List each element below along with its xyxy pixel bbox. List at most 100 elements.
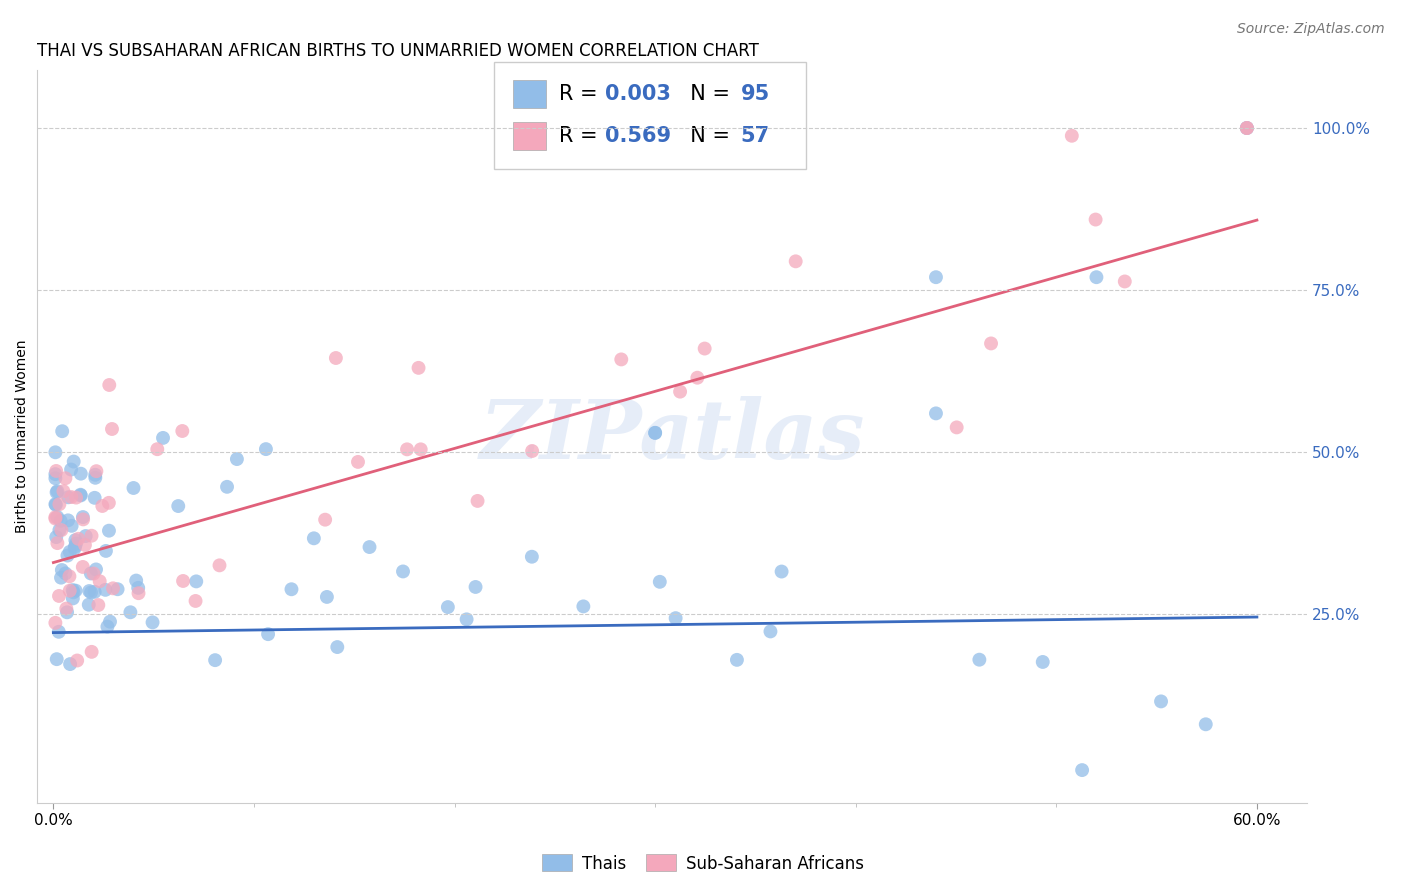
FancyBboxPatch shape (513, 79, 547, 108)
Point (62, 585, 84, 599)
Point (1060, 128, 1083, 143)
Point (725, 653, 748, 667)
Point (225, 452, 247, 467)
Point (58, 490, 80, 504)
Point (60, 490, 83, 504)
Point (80, 645, 103, 659)
Point (73, 538, 96, 552)
Point (62, 454, 84, 468)
Point (437, 600, 460, 615)
Point (1084, 212, 1107, 227)
Point (120, 605, 142, 619)
Point (62, 583, 84, 598)
Point (347, 455, 370, 469)
Point (45, 485, 67, 500)
Point (80, 585, 103, 599)
Text: Source: ZipAtlas.com: Source: ZipAtlas.com (1237, 22, 1385, 37)
Point (204, 653, 226, 667)
Point (84, 562, 107, 576)
Point (665, 611, 688, 625)
Point (48, 497, 70, 511)
Point (66, 653, 89, 667)
Point (925, 270, 948, 285)
Point (44, 467, 66, 482)
Point (46, 536, 69, 550)
Point (1195, 717, 1218, 731)
Point (520, 444, 543, 458)
Point (172, 574, 194, 588)
Point (80, 566, 103, 581)
Point (91, 499, 114, 513)
Point (51, 563, 73, 577)
Point (83, 584, 105, 599)
Point (59, 583, 82, 598)
Point (101, 422, 124, 436)
Point (59, 545, 82, 559)
Point (97, 496, 120, 510)
Point (186, 574, 208, 589)
Point (1032, 655, 1054, 669)
Point (45, 530, 67, 544)
Point (785, 254, 807, 268)
Point (326, 640, 349, 654)
Point (98, 378, 121, 392)
FancyBboxPatch shape (513, 122, 547, 150)
Point (55, 471, 77, 485)
Point (325, 351, 347, 365)
Point (464, 580, 486, 594)
Point (101, 582, 124, 596)
Point (396, 442, 419, 457)
Point (125, 574, 148, 588)
Text: ZIPatlas: ZIPatlas (479, 396, 865, 476)
Point (83, 566, 105, 581)
Point (980, 336, 1002, 351)
Point (280, 582, 302, 597)
Point (58, 569, 80, 583)
Point (59, 657, 82, 671)
Text: N =: N = (678, 84, 737, 103)
Point (55, 566, 77, 581)
Point (122, 481, 145, 495)
Point (572, 599, 595, 614)
Point (141, 615, 163, 630)
Point (63, 540, 86, 554)
Point (48, 589, 70, 603)
Point (72, 510, 94, 524)
Point (72, 560, 94, 574)
Point (184, 594, 207, 608)
Point (84, 467, 107, 482)
Point (1236, 121, 1258, 136)
Text: 57: 57 (741, 126, 770, 146)
Point (84, 471, 107, 485)
Text: 95: 95 (741, 84, 770, 103)
Point (83, 491, 105, 505)
Point (44, 497, 66, 511)
Point (693, 342, 716, 356)
Point (302, 531, 325, 545)
Point (69, 488, 91, 502)
Point (1236, 121, 1258, 136)
Point (46, 484, 69, 499)
Point (56, 513, 79, 527)
Point (60, 519, 83, 533)
Point (63, 541, 86, 556)
Point (77, 584, 100, 599)
Point (128, 586, 150, 600)
Point (520, 549, 543, 564)
Point (392, 565, 415, 579)
Point (167, 499, 190, 513)
Point (215, 480, 238, 494)
Text: N =: N = (678, 126, 737, 146)
Legend: Thais, Sub-Saharan Africans: Thais, Sub-Saharan Africans (536, 847, 870, 880)
Point (98, 615, 121, 629)
Text: R =: R = (560, 126, 605, 146)
Point (48, 624, 70, 639)
Point (49, 571, 72, 585)
Point (45, 498, 67, 512)
Point (257, 627, 280, 641)
Point (945, 420, 967, 434)
Text: THAI VS SUBSAHARAN AFRICAN BIRTHS TO UNMARRIED WOMEN CORRELATION CHART: THAI VS SUBSAHARAN AFRICAN BIRTHS TO UNM… (38, 42, 759, 60)
Point (770, 565, 793, 579)
Point (56, 605, 79, 619)
Point (44, 615, 66, 630)
